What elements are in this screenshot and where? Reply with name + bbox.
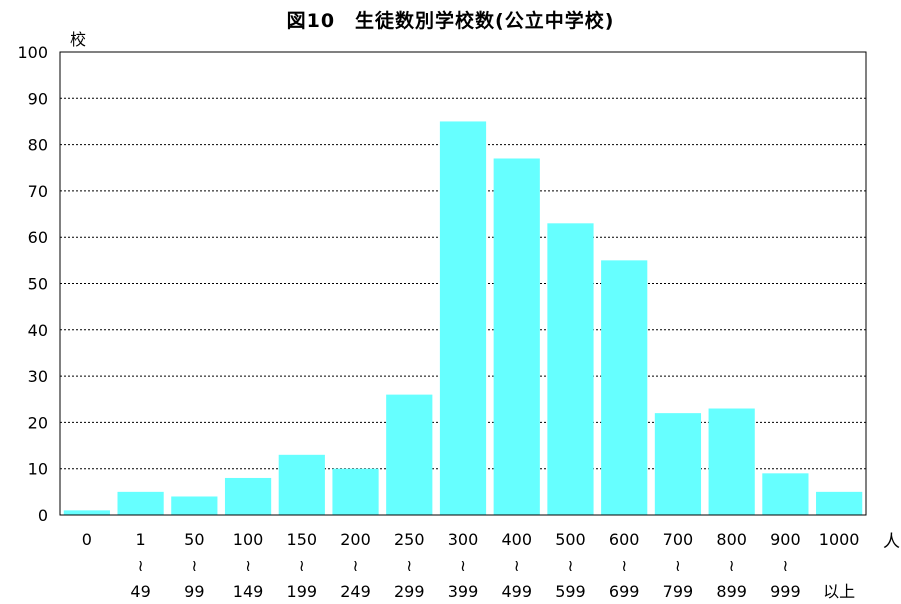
x-category-range-mark: ≀ bbox=[621, 556, 627, 575]
bar bbox=[762, 473, 809, 515]
y-tick-label: 0 bbox=[38, 506, 48, 525]
bar bbox=[171, 496, 218, 515]
x-category-range-mark: ≀ bbox=[191, 556, 197, 575]
y-tick-label: 80 bbox=[28, 136, 48, 155]
x-category-label-bottom: 799 bbox=[663, 582, 694, 601]
bar bbox=[493, 158, 540, 516]
x-category-label-bottom: 249 bbox=[340, 582, 371, 601]
x-category-label-top: 50 bbox=[184, 530, 204, 549]
x-category-label-top: 700 bbox=[663, 530, 694, 549]
x-category-labels: 0 1 ≀ 49 50 ≀ 99 100 ≀ 149 150 ≀ 199 200 ≀ 249 250 ≀ 299 30… bbox=[82, 530, 860, 601]
x-category-label-top: 0 bbox=[82, 530, 92, 549]
bar bbox=[708, 408, 755, 515]
x-category-label-bottom: 149 bbox=[233, 582, 264, 601]
x-category-range-mark: ≀ bbox=[138, 556, 144, 575]
plot-frame bbox=[59, 51, 867, 516]
x-category-range-mark: ≀ bbox=[782, 556, 788, 575]
x-category-label-top: 400 bbox=[501, 530, 532, 549]
x-category-range-mark: ≀ bbox=[353, 556, 359, 575]
x-category-label-top: 1000 bbox=[819, 530, 860, 549]
x-category-label-top: 600 bbox=[609, 530, 640, 549]
y-tick-label: 100 bbox=[17, 43, 48, 62]
x-category-label-bottom: 899 bbox=[716, 582, 747, 601]
y-tick-label: 60 bbox=[28, 228, 48, 247]
bar bbox=[224, 477, 272, 515]
y-tick-labels: 0 10 20 30 40 50 60 70 80 90 100 bbox=[17, 43, 48, 525]
x-category-label-bottom: 199 bbox=[287, 582, 318, 601]
x-category-label-top: 100 bbox=[233, 530, 264, 549]
x-category-label-bottom: 999 bbox=[770, 582, 801, 601]
x-category-label-top: 1 bbox=[136, 530, 146, 549]
x-category-range-mark: ≀ bbox=[406, 556, 412, 575]
x-category-label-bottom: 399 bbox=[448, 582, 479, 601]
x-category-range-mark: ≀ bbox=[514, 556, 520, 575]
x-category-label-bottom: 49 bbox=[130, 582, 150, 601]
x-category-label-top: 800 bbox=[716, 530, 747, 549]
y-tick-label: 40 bbox=[28, 321, 48, 340]
y-tick-label: 50 bbox=[28, 275, 48, 294]
x-category-range-mark: ≀ bbox=[729, 556, 735, 575]
x-category-range-mark: ≀ bbox=[460, 556, 466, 575]
x-category-label-top: 300 bbox=[448, 530, 479, 549]
y-tick-label: 10 bbox=[28, 460, 48, 479]
chart-title: 図10 生徒数別学校数(公立中学校) bbox=[286, 10, 615, 32]
x-category-label-bottom: 以上 bbox=[823, 582, 855, 601]
x-axis-unit-label: 人 bbox=[883, 532, 900, 552]
x-category-range-mark: ≀ bbox=[245, 556, 251, 575]
bar bbox=[439, 121, 487, 515]
bar bbox=[601, 260, 648, 515]
bar bbox=[816, 491, 863, 515]
bar bbox=[63, 510, 110, 515]
bar bbox=[117, 491, 164, 515]
y-tick-label: 70 bbox=[28, 182, 48, 201]
x-category-label-bottom: 599 bbox=[555, 582, 586, 601]
x-category-label-top: 250 bbox=[394, 530, 425, 549]
x-category-label-bottom: 499 bbox=[501, 582, 532, 601]
x-category-label-top: 500 bbox=[555, 530, 586, 549]
bar bbox=[332, 468, 379, 515]
x-category-label-top: 200 bbox=[340, 530, 371, 549]
bar bbox=[386, 394, 433, 515]
y-tick-label: 30 bbox=[28, 367, 48, 386]
x-category-label-bottom: 299 bbox=[394, 582, 425, 601]
y-axis-label: 校 bbox=[70, 30, 87, 49]
bar bbox=[547, 223, 594, 515]
y-tick-label: 20 bbox=[28, 413, 48, 432]
x-category-label-top: 150 bbox=[287, 530, 318, 549]
x-category-label-bottom: 699 bbox=[609, 582, 640, 601]
bar-series bbox=[63, 121, 863, 516]
bar bbox=[654, 413, 702, 515]
bar bbox=[278, 454, 325, 515]
x-category-range-mark: ≀ bbox=[675, 556, 681, 575]
x-category-range-mark: ≀ bbox=[567, 556, 573, 575]
x-category-range-mark: ≀ bbox=[299, 556, 305, 575]
x-category-label-bottom: 99 bbox=[184, 582, 204, 601]
x-category-label-top: 900 bbox=[770, 530, 801, 549]
y-tick-label: 90 bbox=[28, 89, 48, 108]
